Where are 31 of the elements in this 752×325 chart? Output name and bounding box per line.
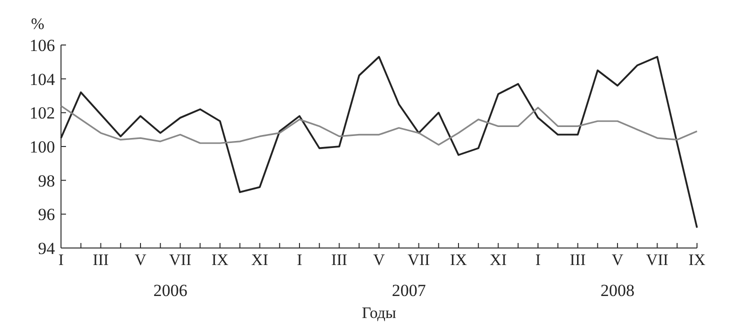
x-tick-label: III [570, 252, 586, 269]
x-axis-title: Годы [362, 305, 396, 322]
x-tick-label: III [92, 252, 109, 269]
x-tick-label: I [58, 252, 64, 269]
x-tick-label: V [373, 252, 386, 269]
text: 2008 [600, 281, 634, 300]
x-tick-label: VII [169, 252, 192, 269]
y-tick-label: 106 [30, 36, 55, 55]
y-tick-label: 96 [38, 205, 55, 224]
text: 2006 [153, 281, 188, 300]
x-tick-label: V [134, 252, 147, 269]
text: 2007 [392, 281, 426, 300]
x-tick-label: IX [450, 252, 468, 269]
y-tick-label: 94 [38, 238, 56, 258]
y-tick-label: 100 [30, 137, 55, 156]
x-tick-label: I [535, 252, 541, 269]
line-series [60, 105, 698, 146]
y-axis-title: % [31, 16, 44, 33]
x-tick-label: I [296, 252, 302, 269]
x-tick-label: III [331, 252, 348, 269]
x-tick-label: XI [251, 252, 268, 269]
y-tick-label: 98 [38, 171, 55, 190]
x-tick-label: VII [646, 252, 668, 269]
x-tick-label: IX [212, 252, 229, 269]
line-series [60, 56, 698, 229]
x-tick-label: V [612, 252, 624, 269]
x-tick-label: IX [688, 252, 706, 269]
y-tick-label: 104 [30, 70, 56, 89]
y-tick-label: 102 [30, 104, 55, 123]
x-tick-label: XI [490, 252, 507, 269]
x-tick-label: VII [408, 252, 430, 269]
